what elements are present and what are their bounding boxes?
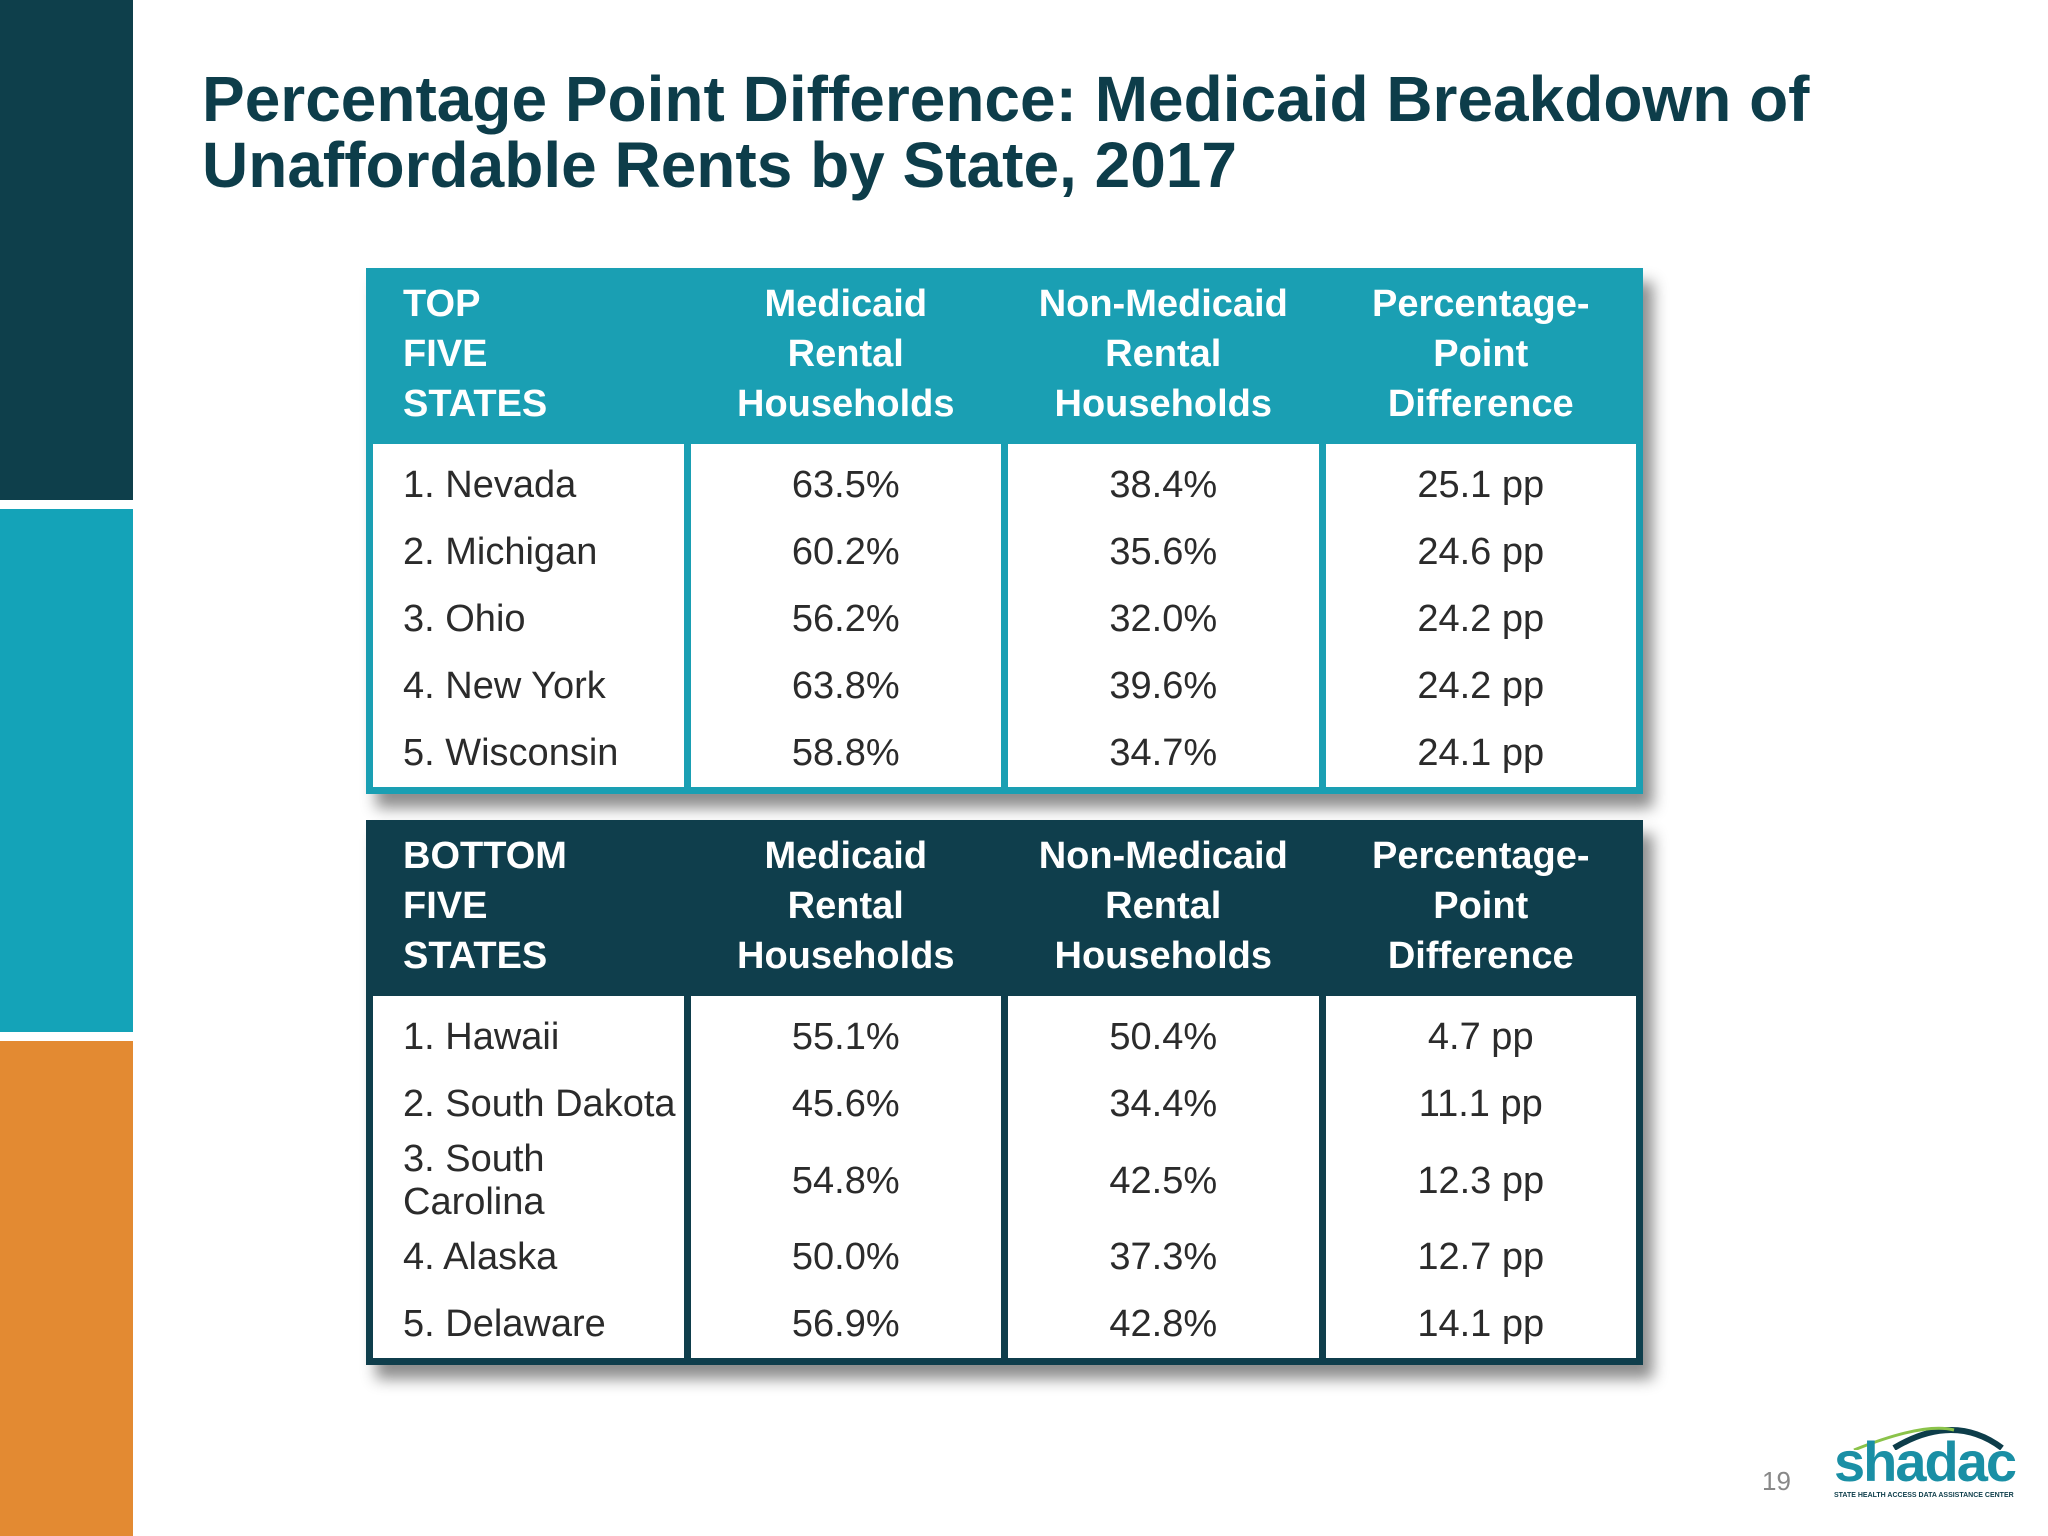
table-cell: 63.8% [690, 653, 1001, 720]
bottom-states-table: BOTTOM FIVE STATES Medicaid Rental Househ… [366, 820, 1643, 1365]
table-cell: 25.1 pp [1325, 444, 1636, 519]
table-row: 5. Delaware 56.9% 42.8% 14.1 pp [373, 1291, 1636, 1358]
table-cell: 4. Alaska [373, 1224, 684, 1291]
table-row: 1. Nevada 63.5% 38.4% 25.1 pp [373, 444, 1636, 519]
table-row: 2. South Dakota 45.6% 34.4% 11.1 pp [373, 1071, 1636, 1138]
table-cell: 11.1 pp [1325, 1071, 1636, 1138]
table-cell: 50.0% [690, 1224, 1001, 1291]
table-cell: 32.0% [1008, 586, 1319, 653]
table-cell: 4.7 pp [1325, 996, 1636, 1071]
table-cell: 55.1% [690, 996, 1001, 1071]
side-bar [0, 509, 133, 1032]
table-cell: 42.8% [1008, 1291, 1319, 1358]
logo: shadac STATE HEALTH ACCESS DATA ASSISTAN… [1834, 1420, 2017, 1499]
table-cell: 50.4% [1008, 996, 1319, 1071]
table-cell: 34.7% [1008, 720, 1319, 787]
table-cell: 14.1 pp [1325, 1291, 1636, 1358]
table-cell: 24.2 pp [1325, 653, 1636, 720]
table-row: 1. Hawaii 55.1% 50.4% 4.7 pp [373, 996, 1636, 1071]
table-cell: 34.4% [1008, 1071, 1319, 1138]
table-cell: 35.6% [1008, 519, 1319, 586]
table-row: 2. Michigan 60.2% 35.6% 24.6 pp [373, 519, 1636, 586]
header-cell: Percentage- Point Difference [1371, 835, 1590, 977]
header-cell: BOTTOM FIVE STATES [403, 835, 567, 977]
slide-title: Percentage Point Difference: Medicaid Br… [202, 63, 1810, 201]
table-cell: 45.6% [690, 1071, 1001, 1138]
logo-name: shadac [1834, 1430, 2017, 1493]
top-states-table: TOP FIVE STATES Medicaid Rental Household… [366, 268, 1643, 794]
header-cell: Percentage- Point Difference [1371, 283, 1590, 425]
table-cell: 56.9% [690, 1291, 1001, 1358]
header-cell: Medicaid Rental Households [737, 835, 955, 977]
header-row: TOP FIVE STATES Medicaid Rental Household… [373, 268, 1636, 444]
header-cell: Non-Medicaid Rental Households [1038, 283, 1288, 425]
side-bar [0, 1041, 133, 1536]
header-cell: TOP FIVE STATES [403, 283, 548, 425]
table-cell: 39.6% [1008, 653, 1319, 720]
table-cell: 12.3 pp [1325, 1138, 1636, 1224]
table-cell: 5. Wisconsin [373, 720, 684, 787]
logo-arc [1853, 1426, 2004, 1450]
table-row: 3. South Carolina 54.8% 42.5% 12.3 pp [373, 1138, 1636, 1224]
table-cell: 38.4% [1008, 444, 1319, 519]
table-cell: 56.2% [690, 586, 1001, 653]
table-row: 5. Wisconsin 58.8% 34.7% 24.1 pp [373, 720, 1636, 787]
table-cell: 60.2% [690, 519, 1001, 586]
page-number: 19 [1762, 1466, 1791, 1496]
table-cell: 42.5% [1008, 1138, 1319, 1224]
logo-tagline: STATE HEALTH ACCESS DATA ASSISTANCE CENT… [1834, 1492, 2014, 1499]
table-cell: 5. Delaware [373, 1291, 684, 1358]
header-cell: Non-Medicaid Rental Households [1038, 835, 1288, 977]
table-cell: 37.3% [1008, 1224, 1319, 1291]
table-cell: 63.5% [690, 444, 1001, 519]
table-cell: 12.7 pp [1325, 1224, 1636, 1291]
table-cell: 24.6 pp [1325, 519, 1636, 586]
table-cell: 3. South Carolina [373, 1138, 684, 1224]
table-cell: 1. Hawaii [373, 996, 684, 1071]
table-cell: 3. Ohio [373, 586, 684, 653]
table-cell: 58.8% [690, 720, 1001, 787]
table-cell: 4. New York [373, 653, 684, 720]
table-cell: 1. Nevada [373, 444, 684, 519]
header-cell: Medicaid Rental Households [737, 283, 955, 425]
table-cell: 24.2 pp [1325, 586, 1636, 653]
table-cell: 2. South Dakota [373, 1071, 684, 1138]
table-cell: 54.8% [690, 1138, 1001, 1224]
table-row: 3. Ohio 56.2% 32.0% 24.2 pp [373, 586, 1636, 653]
table-row: 4. Alaska 50.0% 37.3% 12.7 pp [373, 1224, 1636, 1291]
table-cell: 24.1 pp [1325, 720, 1636, 787]
header-row: BOTTOM FIVE STATES Medicaid Rental Househ… [373, 820, 1636, 996]
side-bar [0, 0, 133, 500]
table-row: 4. New York 63.8% 39.6% 24.2 pp [373, 653, 1636, 720]
table-cell: 2. Michigan [373, 519, 684, 586]
